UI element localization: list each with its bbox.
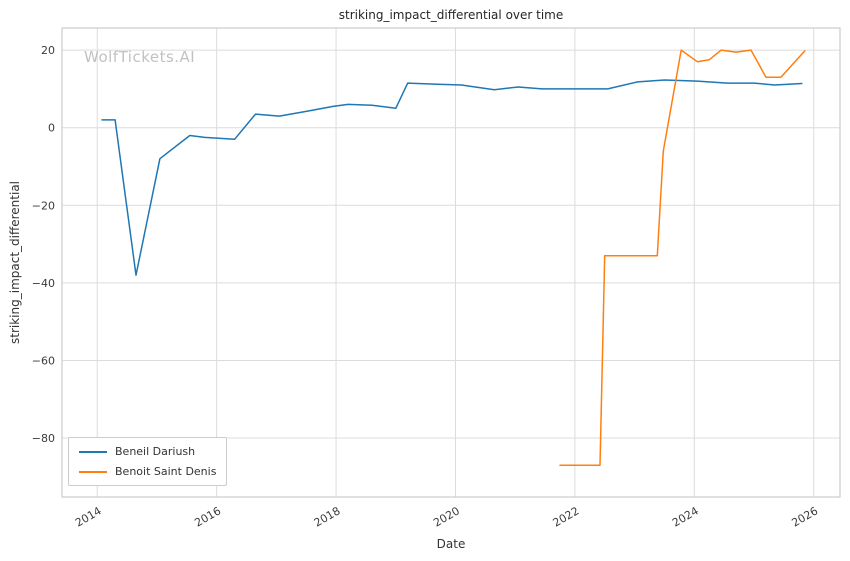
svg-text:−60: −60 (32, 354, 55, 367)
legend-label: Beneil Dariush (115, 445, 196, 458)
svg-text:2026: 2026 (789, 504, 820, 529)
svg-text:−80: −80 (32, 432, 55, 445)
legend-line-swatch (79, 450, 107, 453)
svg-text:2024: 2024 (670, 504, 701, 529)
svg-text:−40: −40 (32, 277, 55, 290)
watermark: WolfTickets.AI (84, 48, 196, 66)
legend-label: Benoit Saint Denis (115, 465, 217, 478)
y-axis-label: striking_impact_differential (8, 181, 22, 345)
chart-title: striking_impact_differential over time (338, 8, 564, 22)
svg-text:2022: 2022 (551, 504, 582, 529)
svg-text:2020: 2020 (431, 504, 462, 529)
svg-text:2018: 2018 (312, 504, 343, 529)
x-axis-label: Date (436, 537, 466, 551)
legend-item: Benoit Saint Denis (79, 465, 216, 478)
svg-text:20: 20 (41, 44, 55, 57)
svg-text:2014: 2014 (73, 504, 104, 529)
svg-text:0: 0 (48, 122, 55, 135)
legend-line-swatch (79, 470, 107, 473)
legend-item: Beneil Dariush (79, 445, 216, 458)
svg-text:2016: 2016 (192, 504, 223, 529)
legend: Beneil Dariush Benoit Saint Denis (68, 437, 228, 486)
svg-text:−20: −20 (32, 199, 55, 212)
